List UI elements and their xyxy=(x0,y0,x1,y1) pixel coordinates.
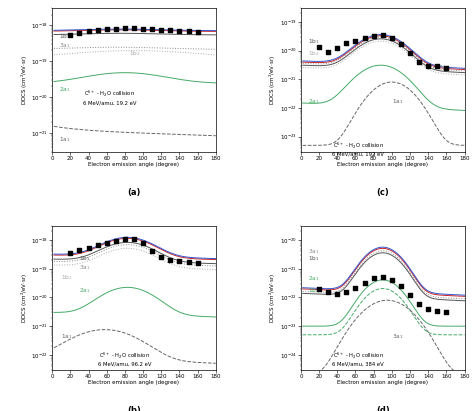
Point xyxy=(352,37,359,44)
Point xyxy=(185,28,192,35)
Point xyxy=(315,44,323,51)
Y-axis label: DDCS (cm$^2$/eV·sr): DDCS (cm$^2$/eV·sr) xyxy=(19,55,29,105)
Text: 1b$_1$: 1b$_1$ xyxy=(308,254,320,263)
Point xyxy=(433,63,441,70)
Text: (a): (a) xyxy=(128,188,141,197)
Point xyxy=(103,26,110,32)
X-axis label: Electron emission angle (degree): Electron emission angle (degree) xyxy=(89,381,180,386)
Point xyxy=(148,26,156,32)
Point xyxy=(397,283,405,289)
Text: 3a$_1$: 3a$_1$ xyxy=(80,263,91,272)
Text: 1b$_1$: 1b$_1$ xyxy=(308,37,320,46)
Point xyxy=(324,48,332,55)
Point xyxy=(130,25,138,31)
Text: 3a$_1$: 3a$_1$ xyxy=(308,247,320,256)
Text: 1b$_2$: 1b$_2$ xyxy=(129,49,141,58)
Text: 1b$_1$: 1b$_1$ xyxy=(59,32,71,41)
Y-axis label: DDCS (cm$^2$/eV·sr): DDCS (cm$^2$/eV·sr) xyxy=(268,273,278,323)
Point xyxy=(397,41,405,47)
Point xyxy=(121,25,128,31)
Point xyxy=(343,40,350,46)
Point xyxy=(415,300,423,307)
Point xyxy=(139,25,147,32)
Text: 1b$_1$: 1b$_1$ xyxy=(80,254,91,263)
Point xyxy=(333,291,341,298)
Point xyxy=(443,309,450,316)
Point xyxy=(121,236,128,242)
Point xyxy=(76,30,83,37)
Point xyxy=(148,248,156,255)
Point xyxy=(166,27,174,34)
Point xyxy=(315,286,323,292)
Text: C$^{6+}$ - H$_2$O collision
6 MeV/amu, 19.2 eV: C$^{6+}$ - H$_2$O collision 6 MeV/amu, 1… xyxy=(82,89,136,105)
Text: (d): (d) xyxy=(376,406,390,411)
Point xyxy=(94,241,101,248)
Text: 1a$_1$: 1a$_1$ xyxy=(59,135,71,144)
Point xyxy=(157,27,165,33)
Point xyxy=(424,306,432,312)
Text: C$^{6+}$ - H$_2$O collision
6 MeV/amu, 192 eV: C$^{6+}$ - H$_2$O collision 6 MeV/amu, 1… xyxy=(332,141,384,157)
Text: 1a$_1$: 1a$_1$ xyxy=(61,332,73,340)
Point xyxy=(361,35,368,41)
Point xyxy=(194,260,201,266)
Point xyxy=(406,50,414,57)
Text: 2a$_1$: 2a$_1$ xyxy=(308,274,320,283)
Text: C$^{6+}$ - H$_2$O collision
6 MeV/amu, 96.2 eV: C$^{6+}$ - H$_2$O collision 6 MeV/amu, 9… xyxy=(98,350,152,366)
Point xyxy=(433,307,441,314)
Point xyxy=(112,238,119,245)
Text: (c): (c) xyxy=(376,188,389,197)
Point xyxy=(343,289,350,295)
Point xyxy=(370,275,377,281)
Point xyxy=(379,31,386,38)
Y-axis label: DDCS (cm$^2$/eV·sr): DDCS (cm$^2$/eV·sr) xyxy=(268,55,278,105)
Text: (b): (b) xyxy=(127,406,141,411)
Text: C$^{6+}$ - H$_2$O collision
6 MeV/amu, 384 eV: C$^{6+}$ - H$_2$O collision 6 MeV/amu, 3… xyxy=(332,350,384,366)
Text: 1a$_1$: 1a$_1$ xyxy=(392,97,403,106)
Point xyxy=(379,274,386,280)
Point xyxy=(85,244,92,251)
Point xyxy=(112,25,119,32)
X-axis label: Electron emission angle (degree): Electron emission angle (degree) xyxy=(89,162,180,167)
Point xyxy=(406,292,414,298)
Text: 3a$_1$: 3a$_1$ xyxy=(392,332,403,340)
Text: 2a$_1$: 2a$_1$ xyxy=(80,286,91,296)
Point xyxy=(166,257,174,263)
Text: 3a$_1$: 3a$_1$ xyxy=(59,42,71,51)
Point xyxy=(66,250,74,256)
Point xyxy=(352,284,359,291)
Text: 2a$_1$: 2a$_1$ xyxy=(308,97,320,106)
Point xyxy=(130,236,138,243)
Point xyxy=(370,33,377,39)
X-axis label: Electron emission angle (degree): Electron emission angle (degree) xyxy=(337,162,428,167)
Point xyxy=(176,258,183,265)
Text: 1b$_2$: 1b$_2$ xyxy=(308,286,320,296)
Point xyxy=(424,62,432,69)
Text: 3a$_1$: 3a$_1$ xyxy=(436,62,447,71)
Point xyxy=(443,65,450,71)
Text: 1b$_2$: 1b$_2$ xyxy=(308,49,320,58)
Point xyxy=(76,247,83,253)
Point xyxy=(415,59,423,65)
Point xyxy=(103,240,110,246)
Point xyxy=(324,289,332,296)
Point xyxy=(333,45,341,52)
Point xyxy=(185,259,192,266)
Text: 2a$_1$: 2a$_1$ xyxy=(59,85,71,94)
Point xyxy=(194,29,201,35)
Point xyxy=(66,31,74,38)
Point xyxy=(157,254,165,261)
Point xyxy=(85,28,92,35)
Point xyxy=(139,240,147,246)
Point xyxy=(388,35,396,41)
Point xyxy=(176,28,183,34)
Point xyxy=(361,280,368,286)
Y-axis label: DDCS (cm$^2$/eV·sr): DDCS (cm$^2$/eV·sr) xyxy=(19,273,29,323)
X-axis label: Electron emission angle (degree): Electron emission angle (degree) xyxy=(337,381,428,386)
Point xyxy=(388,276,396,283)
Point xyxy=(94,27,101,34)
Text: 1b$_2$: 1b$_2$ xyxy=(61,273,73,282)
